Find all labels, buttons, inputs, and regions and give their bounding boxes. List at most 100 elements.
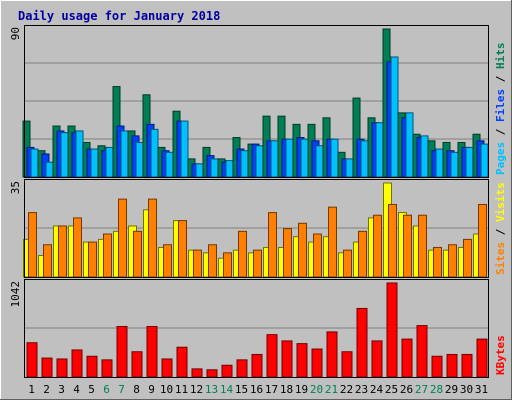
- bar-pages-day-10: [165, 151, 174, 178]
- plot-border-top: [24, 25, 489, 178]
- bar-sites-day-20: [313, 233, 322, 278]
- x-axis-day-labels: 1 2 3 4 5 6 7 8 9 10 11 12 13 14 15 16 17 18 19 20 21 22 23 24 2…: [28, 383, 488, 396]
- legend-item-sites: Sites: [494, 242, 507, 275]
- bar-kbytes-day-26: [401, 338, 413, 378]
- bar-pages-day-19: [300, 138, 309, 178]
- bar-kbytes-day-4: [71, 349, 83, 378]
- bar-kbytes-day-25: [386, 282, 398, 378]
- bar-kbytes-day-14: [221, 364, 233, 378]
- bar-pages-day-13: [210, 158, 219, 178]
- bar-kbytes-day-18: [281, 340, 293, 378]
- x-tick-label-day-3: 3: [58, 383, 65, 396]
- bar-kbytes-day-29: [446, 353, 458, 378]
- bar-pages-day-29: [450, 151, 459, 178]
- bar-sites-day-28: [433, 246, 442, 278]
- bar-kbytes-day-23: [356, 307, 368, 378]
- x-tick-label-day-9: 9: [148, 383, 155, 396]
- bar-kbytes-day-9: [146, 325, 158, 378]
- x-tick-label-day-14: 14: [220, 383, 234, 396]
- plot-border-bottom: [24, 279, 489, 378]
- legend-separator: /: [494, 69, 507, 89]
- x-tick-label-day-15: 15: [235, 383, 248, 396]
- x-tick-label-day-17: 17: [265, 383, 278, 396]
- bar-kbytes-day-28: [431, 355, 443, 378]
- legend-item-files: Files: [494, 89, 507, 122]
- bar-kbytes-day-12: [191, 368, 203, 378]
- bar-kbytes-day-21: [326, 331, 338, 378]
- bar-pages-day-9: [150, 128, 159, 178]
- bar-sites-day-31: [478, 203, 487, 278]
- bar-sites-day-5: [88, 241, 97, 278]
- bar-pages-day-25: [390, 56, 399, 178]
- x-tick-label-day-22: 22: [340, 383, 353, 396]
- y-max-label-top: 90: [9, 27, 22, 40]
- bar-kbytes-day-31: [476, 338, 488, 378]
- bar-pages-day-22: [345, 158, 354, 178]
- bar-sites-day-14: [223, 252, 232, 278]
- bar-pages-day-2: [45, 161, 54, 178]
- bar-sites-day-26: [403, 214, 412, 278]
- bar-sites-day-25: [388, 203, 397, 278]
- bar-pages-day-31: [480, 143, 489, 178]
- bar-pages-day-1: [30, 148, 39, 178]
- bar-sites-day-18: [283, 228, 292, 278]
- bar-sites-day-9: [148, 198, 157, 278]
- x-tick-label-day-10: 10: [160, 383, 173, 396]
- bar-kbytes-day-22: [341, 351, 353, 378]
- bar-kbytes-day-7: [116, 325, 128, 378]
- bar-sites-day-21: [328, 206, 337, 278]
- chart-panels: 90 Pages / Files / Hits 35 Sites / Visits 10…: [9, 25, 507, 378]
- bar-kbytes-day-3: [56, 358, 68, 378]
- bar-pages-day-30: [465, 146, 474, 178]
- legend-top: Pages / Files / Hits: [494, 43, 507, 176]
- bar-pages-day-23: [360, 140, 369, 178]
- legend-item-pages: Pages: [494, 142, 507, 175]
- bar-pages-day-24: [375, 122, 384, 178]
- x-tick-label-day-20: 20: [310, 383, 323, 396]
- bar-pages-day-16: [255, 145, 264, 178]
- bar-sites-day-23: [358, 230, 367, 278]
- x-tick-label-day-18: 18: [280, 383, 293, 396]
- y-max-label-middle: 35: [9, 181, 22, 194]
- bar-sites-day-15: [238, 230, 247, 278]
- bar-sites-day-24: [373, 214, 382, 278]
- x-tick-label-day-19: 19: [295, 383, 308, 396]
- bar-kbytes-day-6: [101, 359, 113, 378]
- bar-kbytes-day-1: [26, 342, 38, 378]
- panel-middle: 35 Sites / Visits: [9, 179, 507, 278]
- x-tick-label-day-28: 28: [430, 383, 443, 396]
- bar-sites-day-4: [73, 217, 82, 278]
- bar-pages-day-14: [225, 160, 234, 178]
- x-tick-label-day-23: 23: [355, 383, 368, 396]
- legend-separator: /: [494, 222, 507, 242]
- bar-sites-day-29: [448, 244, 457, 278]
- bar-sites-day-27: [418, 214, 427, 278]
- bar-pages-day-4: [75, 130, 84, 178]
- x-tick-label-day-4: 4: [73, 383, 80, 396]
- bar-sites-day-30: [463, 238, 472, 278]
- x-tick-label-day-5: 5: [88, 383, 95, 396]
- bar-pages-day-20: [315, 145, 324, 178]
- x-tick-label-day-1: 1: [28, 383, 35, 396]
- bar-sites-day-6: [103, 233, 112, 278]
- legend-separator: /: [494, 122, 507, 142]
- bar-pages-day-15: [240, 150, 249, 178]
- y-max-label-bottom: 1042: [9, 281, 22, 308]
- bar-sites-day-2: [43, 244, 52, 278]
- x-tick-label-day-26: 26: [400, 383, 413, 396]
- bar-kbytes-day-17: [266, 334, 278, 378]
- bar-sites-day-8: [133, 230, 142, 278]
- bar-kbytes-day-8: [131, 351, 143, 378]
- legend-item-hits: Hits: [494, 43, 507, 70]
- legend-item-visits: Visits: [494, 182, 507, 222]
- bar-sites-day-19: [298, 222, 307, 278]
- bar-pages-day-27: [420, 135, 429, 178]
- panel-bottom: 1042 KBytes: [9, 279, 507, 378]
- bar-kbytes-day-2: [41, 357, 53, 378]
- legend-middle: Sites / Visits: [494, 182, 507, 275]
- bar-kbytes-day-30: [461, 353, 473, 378]
- x-tick-label-day-16: 16: [250, 383, 263, 396]
- bar-pages-day-6: [105, 146, 114, 178]
- x-tick-label-day-30: 30: [460, 383, 473, 396]
- bar-sites-day-3: [58, 225, 67, 278]
